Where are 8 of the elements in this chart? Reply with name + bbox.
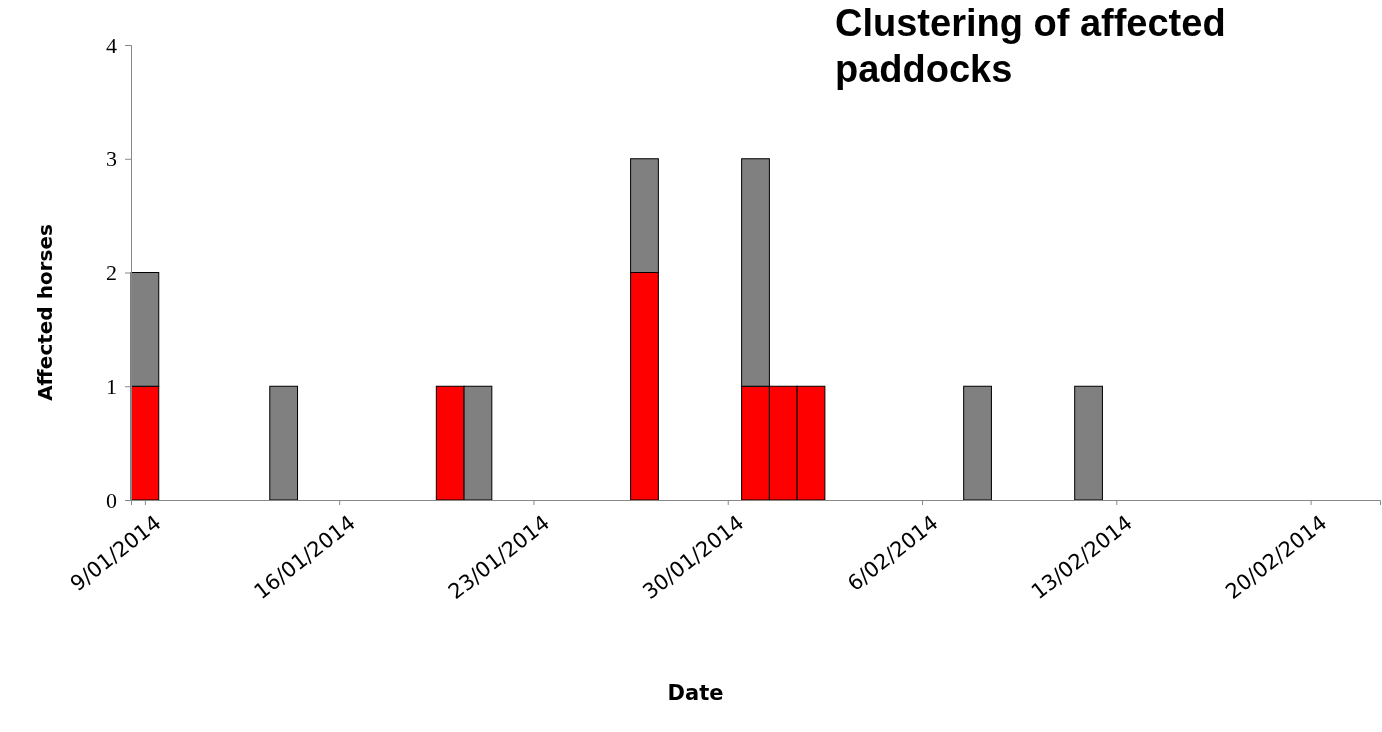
y-axis-title: Affected horses [33, 224, 57, 401]
x-axis-title: Date [667, 681, 724, 705]
y-tick-label: 1 [106, 373, 117, 399]
y-tick-label: 3 [106, 146, 117, 172]
y-tick-label: 2 [106, 260, 117, 286]
y-tick-label: 0 [106, 487, 117, 513]
y-tick-label: 4 [106, 32, 117, 58]
chart-title: Clustering of affected paddocks [835, 2, 1226, 90]
